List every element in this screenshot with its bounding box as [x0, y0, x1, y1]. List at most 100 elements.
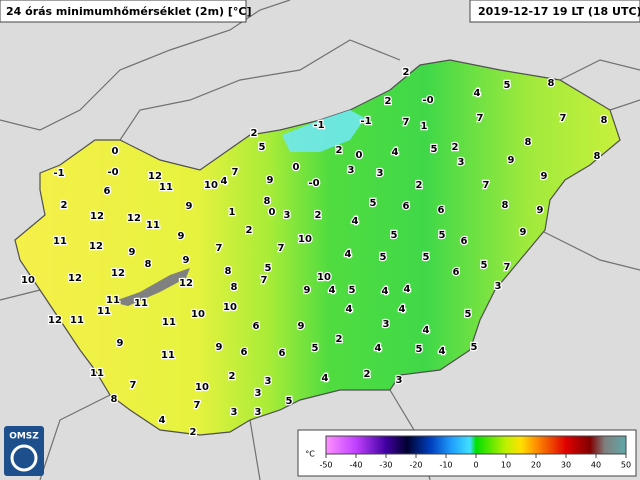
station-value: 3 [396, 375, 403, 386]
station-value: 4 [404, 284, 411, 295]
station-value: 11 [161, 350, 175, 361]
station-value: 7 [261, 275, 268, 286]
colorbar-tick-label: -20 [409, 461, 422, 470]
station-value: 5 [286, 396, 293, 407]
station-value: 5 [423, 252, 430, 263]
station-value: 5 [465, 309, 472, 320]
station-value: 5 [380, 252, 387, 263]
station-value: 3 [348, 165, 355, 176]
station-value: 5 [349, 285, 356, 296]
station-value: -0 [308, 178, 319, 189]
station-value: 2 [246, 225, 253, 236]
station-value: 8 [502, 200, 509, 211]
station-value: 10 [223, 302, 237, 313]
station-value: 5 [481, 260, 488, 271]
station-value: 12 [90, 211, 104, 222]
station-value: 9 [541, 171, 548, 182]
station-value: 6 [104, 186, 111, 197]
station-value: 2 [452, 142, 459, 153]
colorbar-tick-label: -40 [349, 461, 362, 470]
station-value: 2 [403, 67, 410, 78]
station-value: 6 [461, 236, 468, 247]
station-value: 7 [232, 167, 239, 178]
station-value: 11 [53, 236, 67, 247]
cold-area [282, 110, 365, 152]
station-value: 12 [48, 315, 62, 326]
station-value: -1 [53, 168, 64, 179]
station-value: 4 [221, 176, 228, 187]
station-value: 2 [416, 180, 423, 191]
station-value: 7 [403, 117, 410, 128]
datetime: 2019-12-17 19 LT (18 UTC) [478, 5, 640, 18]
station-value: 10 [21, 275, 35, 286]
station-value: 9 [267, 175, 274, 186]
station-value: 3 [284, 210, 291, 221]
station-value: 4 [439, 346, 446, 357]
station-value: 4 [474, 88, 481, 99]
station-value: 2 [251, 128, 258, 139]
station-value: 11 [146, 220, 160, 231]
station-value: 5 [259, 142, 266, 153]
station-value: 4 [392, 147, 399, 158]
colorbar-unit: °C [305, 450, 315, 459]
station-value: 10 [317, 272, 331, 283]
station-value: 7 [483, 180, 490, 191]
colorbar-tick-label: -30 [379, 461, 392, 470]
colorbar-tick-label: 10 [501, 461, 511, 470]
station-value: 2 [315, 210, 322, 221]
station-value: 3 [231, 407, 238, 418]
colorbar-ticks: -50 -40 -30 -20 -10 0 10 20 30 40 50 [319, 454, 631, 470]
station-value: 8 [594, 151, 601, 162]
station-value: 4 [159, 415, 166, 426]
station-value: 0 [356, 150, 363, 161]
station-value: 0 [269, 207, 276, 218]
station-value: 8 [525, 137, 532, 148]
station-value: 12 [68, 273, 82, 284]
colorbar-tick-label: -10 [439, 461, 452, 470]
station-value: 4 [375, 343, 382, 354]
station-value: 12 [111, 268, 125, 279]
station-value: 2 [61, 200, 68, 211]
station-value: 8 [548, 78, 555, 89]
station-value: 3 [495, 281, 502, 292]
station-value: 5 [431, 144, 438, 155]
station-value: 4 [322, 373, 329, 384]
title: 24 órás minimumhőmérséklet (2m) [°C] [6, 5, 252, 18]
station-value: 10 [204, 180, 218, 191]
station-value: 2 [190, 427, 197, 438]
station-value: 6 [241, 347, 248, 358]
colorbar [325, 435, 627, 455]
station-value: 4 [399, 304, 406, 315]
station-value: 5 [439, 230, 446, 241]
station-value: 2 [385, 96, 392, 107]
station-value: 5 [265, 263, 272, 274]
colorbar-tick-label: 40 [591, 461, 601, 470]
station-value: 6 [253, 321, 260, 332]
station-value: 9 [520, 227, 527, 238]
station-value: 9 [298, 321, 305, 332]
station-value: 10 [298, 234, 312, 245]
station-value: 10 [195, 382, 209, 393]
station-value: 11 [162, 317, 176, 328]
station-value: 8 [145, 259, 152, 270]
station-value: 9 [216, 342, 223, 353]
station-value: 8 [225, 266, 232, 277]
station-value: 9 [178, 231, 185, 242]
station-value: -1 [313, 120, 324, 131]
station-value: 8 [111, 394, 118, 405]
station-value: 9 [117, 338, 124, 349]
station-value: 4 [352, 216, 359, 227]
station-value: -0 [422, 95, 433, 106]
station-value: 7 [194, 400, 201, 411]
station-value: 9 [129, 247, 136, 258]
lake-balaton [112, 268, 190, 306]
colorbar-tick-label: 0 [473, 461, 478, 470]
hungary [14, 59, 621, 436]
station-value: 2 [336, 145, 343, 156]
station-value: 4 [423, 325, 430, 336]
station-value: 7 [278, 243, 285, 254]
date-box [469, 0, 640, 23]
